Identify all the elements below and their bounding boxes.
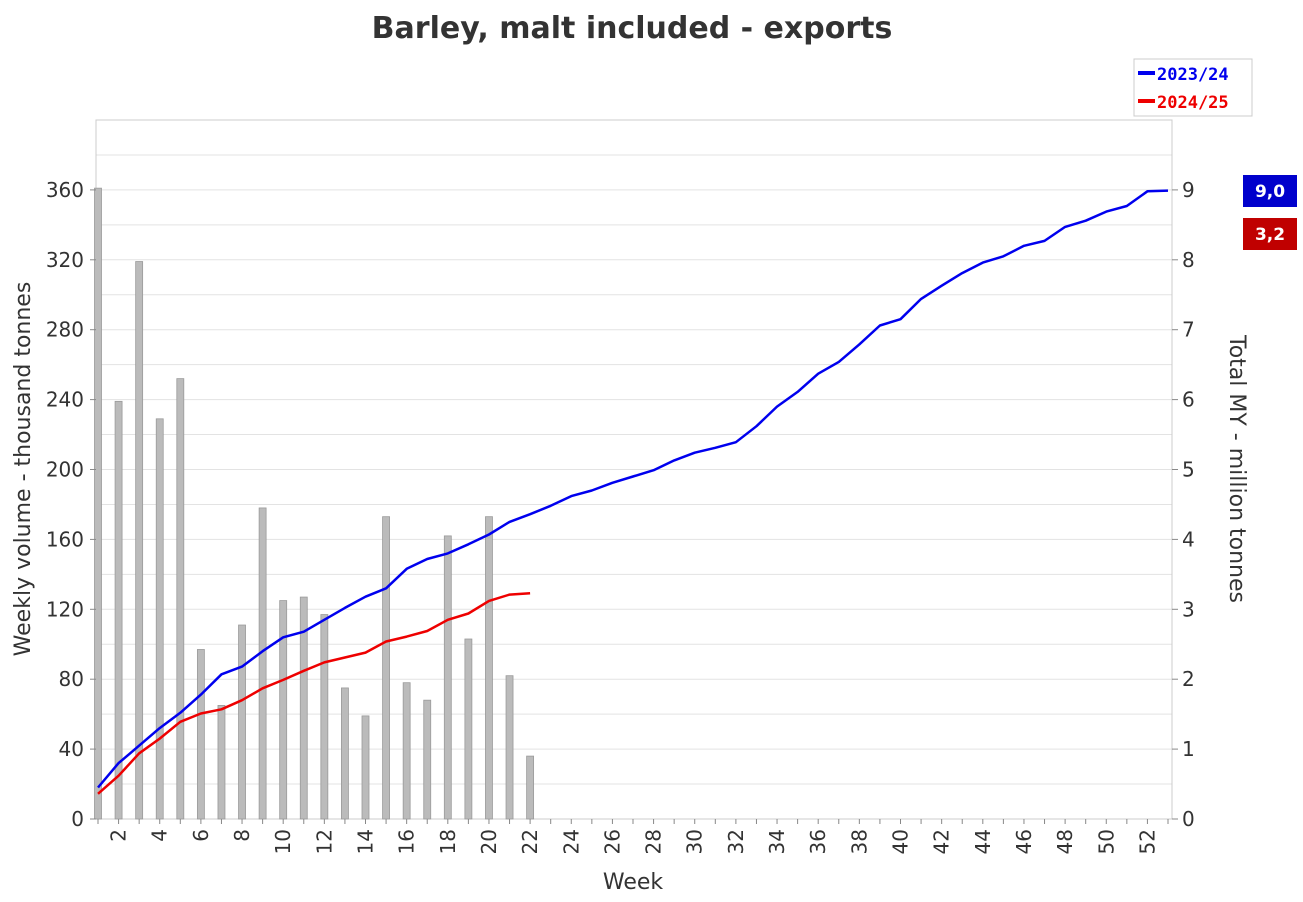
bar (279, 600, 288, 820)
badge-2024-25: 3,2 (1243, 218, 1297, 250)
bar (341, 687, 349, 820)
left-tick-label: 320 (46, 248, 84, 272)
right-tick-label: 2 (1182, 667, 1195, 691)
right-tick-label: 8 (1182, 248, 1195, 272)
series-line-2023-24 (97, 189, 1169, 789)
x-tick-label: 14 (354, 829, 378, 854)
legend-label-2023-24: 2023/24 (1157, 65, 1229, 85)
right-tick-label: 3 (1182, 597, 1195, 621)
chart-title: Barley, malt included - exports (372, 11, 893, 46)
bar (526, 755, 535, 820)
x-axis-title: Week (603, 870, 664, 895)
right-tick-label: 7 (1182, 318, 1195, 342)
x-tick-label: 22 (518, 829, 542, 854)
left-tick-label: 40 (59, 737, 84, 761)
x-tick-label: 36 (806, 829, 830, 854)
left-tick-label: 200 (46, 458, 84, 482)
x-tick-label: 4 (148, 829, 172, 842)
bar (217, 705, 226, 820)
x-tick-label: 30 (683, 829, 707, 854)
y-axis-left-title: Weekly volume - thousand tonnes (11, 282, 36, 657)
bar (485, 516, 493, 820)
x-tick-label: 10 (271, 829, 295, 854)
x-tick-label: 42 (930, 829, 954, 854)
bar (320, 614, 329, 820)
x-tick-label: 48 (1053, 829, 1077, 854)
bar (402, 682, 411, 820)
badge-2024-25-label: 3,2 (1255, 225, 1285, 245)
right-tick-label: 0 (1182, 807, 1195, 831)
x-tick-label: 26 (600, 829, 624, 854)
left-tick-label: 120 (46, 597, 84, 621)
left-tick-label: 280 (46, 318, 84, 342)
bar (382, 516, 390, 820)
x-tick-label: 20 (477, 829, 501, 854)
legend-label-2024-25: 2024/25 (1157, 93, 1229, 113)
right-tick-label: 9 (1182, 178, 1195, 202)
x-tick-label: 46 (1012, 829, 1036, 854)
x-tick-label: 12 (312, 829, 336, 854)
x-tick-label: 18 (436, 829, 460, 854)
x-tick-label: 24 (559, 829, 583, 854)
x-tick-label: 28 (642, 829, 666, 854)
bar (361, 715, 370, 820)
series-line-2024-25 (97, 591, 531, 795)
bar (114, 400, 123, 820)
legend: 2023/24 2024/25 (1133, 58, 1253, 117)
bars (94, 187, 535, 820)
bar (258, 507, 267, 820)
grid (96, 119, 1172, 820)
x-tick-label: 44 (971, 829, 995, 854)
x-tick-label: 6 (189, 829, 213, 842)
legend-swatch-2023-24 (1138, 71, 1155, 75)
bar (443, 535, 452, 820)
badge-2023-24-label: 9,0 (1255, 182, 1285, 202)
x-tick-label: 32 (724, 829, 748, 854)
badge-2023-24: 9,0 (1243, 175, 1297, 207)
bar (196, 649, 205, 820)
legend-swatch-2024-25 (1138, 99, 1155, 103)
bar (423, 699, 432, 820)
x-tick-label: 52 (1135, 829, 1159, 854)
left-tick-label: 360 (46, 178, 84, 202)
left-tick-label: 240 (46, 388, 84, 412)
bar (464, 638, 473, 820)
x-tick-label: 40 (889, 829, 913, 854)
x-tick-label: 34 (765, 829, 789, 854)
left-tick-label: 160 (46, 527, 84, 551)
x-tick-label: 16 (395, 829, 419, 854)
x-tick-label: 50 (1094, 829, 1118, 854)
left-tick-label: 80 (59, 667, 84, 691)
right-tick-label: 6 (1182, 388, 1195, 412)
x-tick-label: 38 (847, 829, 871, 854)
right-tick-label: 4 (1182, 527, 1195, 551)
bar (505, 675, 514, 820)
bar (135, 261, 144, 820)
bar (238, 624, 246, 820)
left-tick-label: 0 (71, 807, 84, 831)
right-tick-label: 5 (1182, 458, 1195, 482)
x-tick-label: 8 (230, 829, 254, 842)
right-tick-label: 1 (1182, 737, 1195, 761)
x-tick-label: 2 (107, 829, 131, 842)
bar (94, 187, 102, 820)
bar (155, 418, 164, 820)
y-axis-right-title: Total MY - million tonnes (1224, 334, 1249, 603)
bar (176, 378, 185, 820)
lines (97, 189, 1169, 795)
